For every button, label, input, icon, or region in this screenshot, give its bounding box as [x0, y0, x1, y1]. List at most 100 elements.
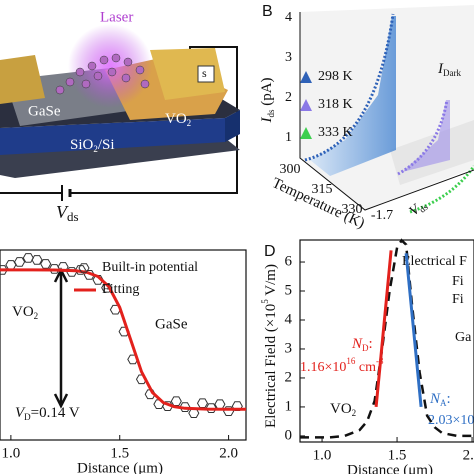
z-axis-label: Vds	[407, 197, 430, 220]
electrode-label: s	[202, 66, 207, 80]
tick-label: 3	[285, 50, 292, 65]
annotation: VO2	[12, 304, 38, 321]
data-point	[223, 406, 235, 416]
bias-label: Vds	[56, 202, 79, 224]
annotation-main: V	[15, 405, 26, 421]
data-point	[214, 399, 226, 409]
annotation-sub: D	[24, 412, 31, 422]
x-tick-label: 1.0	[313, 447, 332, 463]
substrate-main: SiO	[70, 137, 94, 153]
data-point	[22, 253, 34, 263]
data-point	[40, 259, 52, 269]
annotation-sup: 16	[346, 356, 356, 366]
annotation-sub: D	[362, 343, 369, 353]
legend-label: Built-in potential	[102, 260, 198, 275]
data-point	[170, 396, 182, 406]
legend-label: 298 K	[318, 69, 353, 84]
data-line	[404, 253, 423, 408]
annotation-rest: cm	[355, 360, 376, 375]
legend-marker	[300, 99, 312, 111]
data-point	[162, 401, 174, 411]
y-tick-label: 1	[285, 398, 293, 414]
annotation-main: 1.16×10	[300, 360, 346, 375]
data-point	[83, 270, 95, 280]
x-axis-label: Distance (μm)	[347, 462, 433, 474]
substrate-label: SiO2/Si	[70, 137, 115, 154]
y-tick-label: 4	[285, 311, 293, 327]
substrate-rest: /Si	[98, 137, 115, 153]
electrode	[0, 55, 45, 104]
label-main: Electrical Field (×10	[263, 304, 279, 428]
curve-298	[304, 13, 395, 162]
annotation-main: N	[351, 336, 363, 352]
data-line	[0, 268, 246, 411]
plot-frame	[299, 239, 474, 443]
label-sub: Dark	[443, 68, 461, 78]
panel-b: B 1 2 3 4 Ids (pA) 300 315 330 Temperatu…	[259, 3, 474, 232]
tick-label: -1.7	[371, 208, 393, 223]
annotation: NA:	[429, 391, 451, 408]
data-point	[101, 283, 113, 293]
double-arrow	[53, 267, 69, 409]
tick-label: 300	[280, 162, 301, 177]
y-tick-label: 5	[285, 282, 293, 298]
y-axis-label: Ids (pA)	[259, 77, 276, 123]
annotation-rest: :	[447, 391, 451, 407]
y-tick-label: 0	[285, 427, 293, 443]
curve-sheet	[402, 100, 450, 172]
film-label-sub: 2	[187, 118, 192, 128]
annotation-main: VO	[330, 401, 352, 417]
electrode	[150, 48, 225, 100]
annotation-sub: 2	[352, 408, 357, 418]
film-label-main: VO	[165, 111, 187, 127]
x-tick-label: 2.0	[219, 445, 238, 461]
annotation-main: VO	[12, 304, 34, 320]
y-tick-label: 6	[285, 253, 293, 269]
annotations: VO2 GaSe VD=0.14 V D Electrical Field (×…	[12, 243, 474, 428]
annotation: 2.03×10	[428, 413, 474, 428]
legend-marker	[78, 263, 90, 273]
data-point	[31, 255, 43, 265]
panel-letter: B	[262, 3, 273, 20]
sio2-side	[225, 110, 240, 142]
annotation: Fi	[452, 292, 464, 307]
tick-label: 315	[312, 182, 333, 197]
x-axis-label: Distance (μm)	[77, 460, 163, 474]
annotation: VD=0.14 V	[15, 405, 80, 422]
bias-main: V	[56, 202, 69, 222]
legend-marker	[300, 127, 312, 139]
electrode-tag	[197, 65, 215, 83]
legend-marker	[300, 71, 312, 83]
label-sup: 5	[260, 299, 270, 304]
annotation-main: N	[429, 391, 441, 407]
bias-sub: ds	[67, 209, 79, 224]
annotation-sub: 2	[34, 311, 39, 321]
data-line	[300, 238, 474, 439]
substrate-sub: 2	[93, 144, 98, 154]
sio2-layer	[0, 118, 225, 155]
tick-label: 330	[342, 202, 363, 217]
y-tick-label: 2	[285, 369, 293, 385]
data-point	[196, 398, 209, 408]
tick-label: 2	[285, 90, 292, 105]
molecules	[55, 53, 150, 95]
annotation: Fi	[452, 274, 464, 289]
x-tick-label: 1.5	[388, 447, 407, 463]
tick-label: 4	[285, 10, 292, 25]
legend-label: Fitting	[102, 282, 139, 297]
curve-sheet	[310, 16, 396, 176]
label-main: I	[437, 61, 444, 77]
x-tick-label: 2.0	[463, 447, 474, 463]
curve-318	[397, 99, 449, 176]
legend-label: 318 K	[318, 97, 353, 112]
annotation: VO2	[330, 401, 356, 418]
dark-label: IDark	[437, 61, 461, 78]
y-tick-label: 3	[285, 340, 293, 356]
panel-letter: D	[264, 243, 276, 260]
annotation-rest: :	[369, 336, 373, 352]
film-label: VO2	[165, 111, 191, 128]
axes	[299, 12, 474, 211]
y-axis-label: Electrical Field (×105 V/m)	[260, 264, 279, 428]
legend: 298 K 318 K 333 K	[300, 69, 353, 140]
